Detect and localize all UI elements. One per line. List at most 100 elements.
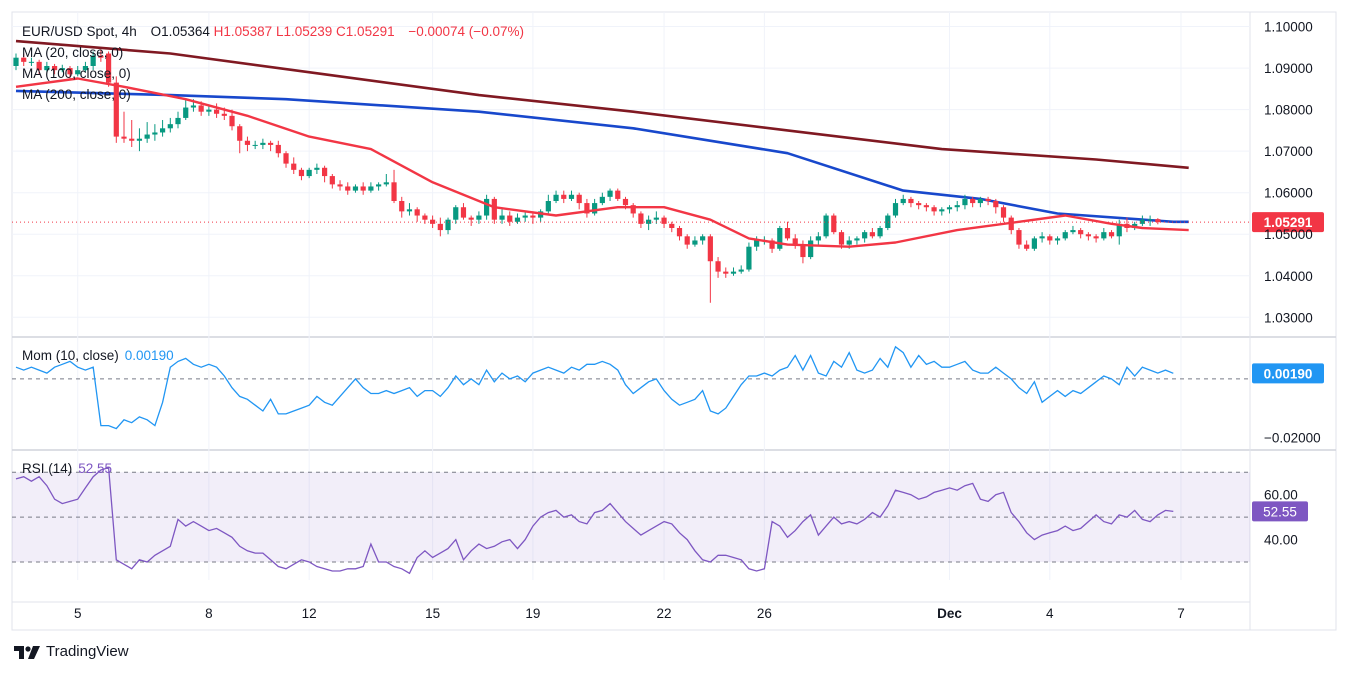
candle-body — [522, 215, 528, 218]
candle-body — [460, 207, 467, 218]
candle-body — [1155, 219, 1161, 223]
candle-body — [954, 205, 960, 208]
candle-body — [36, 61, 42, 71]
candle-body — [784, 228, 791, 239]
candle-body — [237, 126, 243, 141]
candle-body — [1054, 238, 1061, 241]
price-tick-label: 1.06000 — [1264, 186, 1313, 201]
candle-body — [568, 194, 575, 199]
grid-lines — [12, 12, 1250, 580]
candle-body — [746, 246, 752, 270]
rsi-legend[interactable]: RSI (14) 52.55 — [22, 461, 112, 476]
candle-body — [1024, 244, 1030, 249]
candle-body — [993, 201, 999, 208]
candle-body — [13, 57, 19, 66]
candle-body — [391, 182, 397, 201]
candle-body — [684, 236, 690, 245]
axes: 1.10000 1.09000 1.08000 1.07000 1.06000 1.050… — [74, 20, 1321, 621]
candle-body — [916, 203, 922, 206]
candle-body — [298, 169, 305, 177]
ma200-line — [15, 39, 1189, 170]
candle-body — [468, 217, 474, 220]
candle-body — [507, 215, 513, 222]
candle-body — [700, 236, 706, 241]
candle-body — [28, 61, 35, 63]
candle-body — [846, 240, 852, 245]
candle-body — [1000, 207, 1007, 218]
time-tick-label: 8 — [205, 606, 213, 621]
tradingview-logo[interactable]: TradingView — [14, 643, 129, 660]
candle-body — [823, 215, 829, 237]
candle-body — [854, 238, 860, 241]
candle-body — [869, 232, 875, 237]
momentum-path — [15, 345, 1174, 430]
price-tick-label: 1.03000 — [1264, 310, 1313, 325]
candle-body — [1093, 236, 1099, 239]
candle-body — [453, 207, 459, 220]
candle-body — [1039, 236, 1045, 239]
candle-body — [406, 209, 413, 212]
price-tick-label: 1.07000 — [1264, 144, 1313, 159]
candle-body — [422, 215, 428, 220]
candle-body — [190, 105, 197, 108]
ma100-path — [15, 89, 1189, 224]
candle-body — [329, 176, 335, 185]
time-tick-label: 5 — [74, 606, 82, 621]
candle-body — [1085, 234, 1091, 237]
price-tick-label: 1.04000 — [1264, 269, 1313, 284]
ohlc-close: C1.05291 — [336, 24, 395, 39]
ma20-line — [15, 77, 1189, 248]
candle-body — [977, 198, 983, 204]
candle-body — [75, 70, 81, 75]
ma20-path — [15, 77, 1189, 248]
candle-body — [1062, 232, 1068, 239]
candle-body — [121, 136, 127, 139]
momentum-tick-label: −0.02000 — [1264, 430, 1321, 445]
candle-body — [1078, 230, 1084, 235]
candle-body — [962, 198, 968, 206]
rsi-last-label: 52.55 — [1263, 504, 1297, 519]
candle-body — [383, 182, 389, 185]
ma100-legend[interactable]: MA (100, close, 0) — [22, 66, 131, 81]
candle-body — [808, 240, 814, 258]
candle-body — [499, 215, 505, 220]
candle-body — [561, 194, 567, 199]
ohlc-low: L1.05239 — [275, 24, 333, 39]
candle-body — [167, 124, 173, 129]
ma200-legend[interactable]: MA (200, close, 0) — [22, 87, 131, 102]
candle-body — [576, 194, 582, 204]
rsi-path — [15, 466, 1174, 575]
last-price-badge — [1252, 212, 1324, 233]
candle-body — [376, 184, 382, 187]
momentum-legend[interactable]: Mom (10, close) 0.00190 — [22, 348, 174, 363]
candle-body — [244, 140, 251, 145]
momentum-line: 0.00190 — [12, 345, 1324, 430]
candle-body — [1016, 230, 1022, 245]
candle-body — [715, 261, 721, 272]
candle-body — [352, 186, 359, 191]
time-tick-label: 12 — [302, 606, 317, 621]
candle-body — [815, 236, 821, 241]
rsi-title: RSI (14) — [22, 461, 73, 476]
candle-body — [885, 215, 891, 228]
candle-body — [82, 66, 89, 71]
candle-body — [530, 215, 536, 218]
momentum-badge — [1252, 363, 1324, 384]
ma200-path — [15, 39, 1189, 170]
candle-body — [252, 144, 258, 146]
candle-body — [638, 213, 644, 224]
ma20-legend[interactable]: MA (20, close, 0) — [22, 45, 124, 60]
time-tick-label: 4 — [1046, 606, 1054, 621]
time-tick-label: 7 — [1177, 606, 1185, 621]
candle-body — [831, 215, 837, 233]
candle-body — [769, 240, 775, 249]
candle-body — [707, 236, 713, 262]
last-price-line: 1.05291 — [12, 212, 1324, 233]
candle-body — [908, 198, 914, 204]
candle-body — [800, 244, 806, 258]
candle-body — [491, 198, 497, 220]
candle-body — [946, 207, 953, 210]
candle-body — [738, 269, 744, 272]
rsi-tick-label: 40.00 — [1264, 533, 1298, 548]
